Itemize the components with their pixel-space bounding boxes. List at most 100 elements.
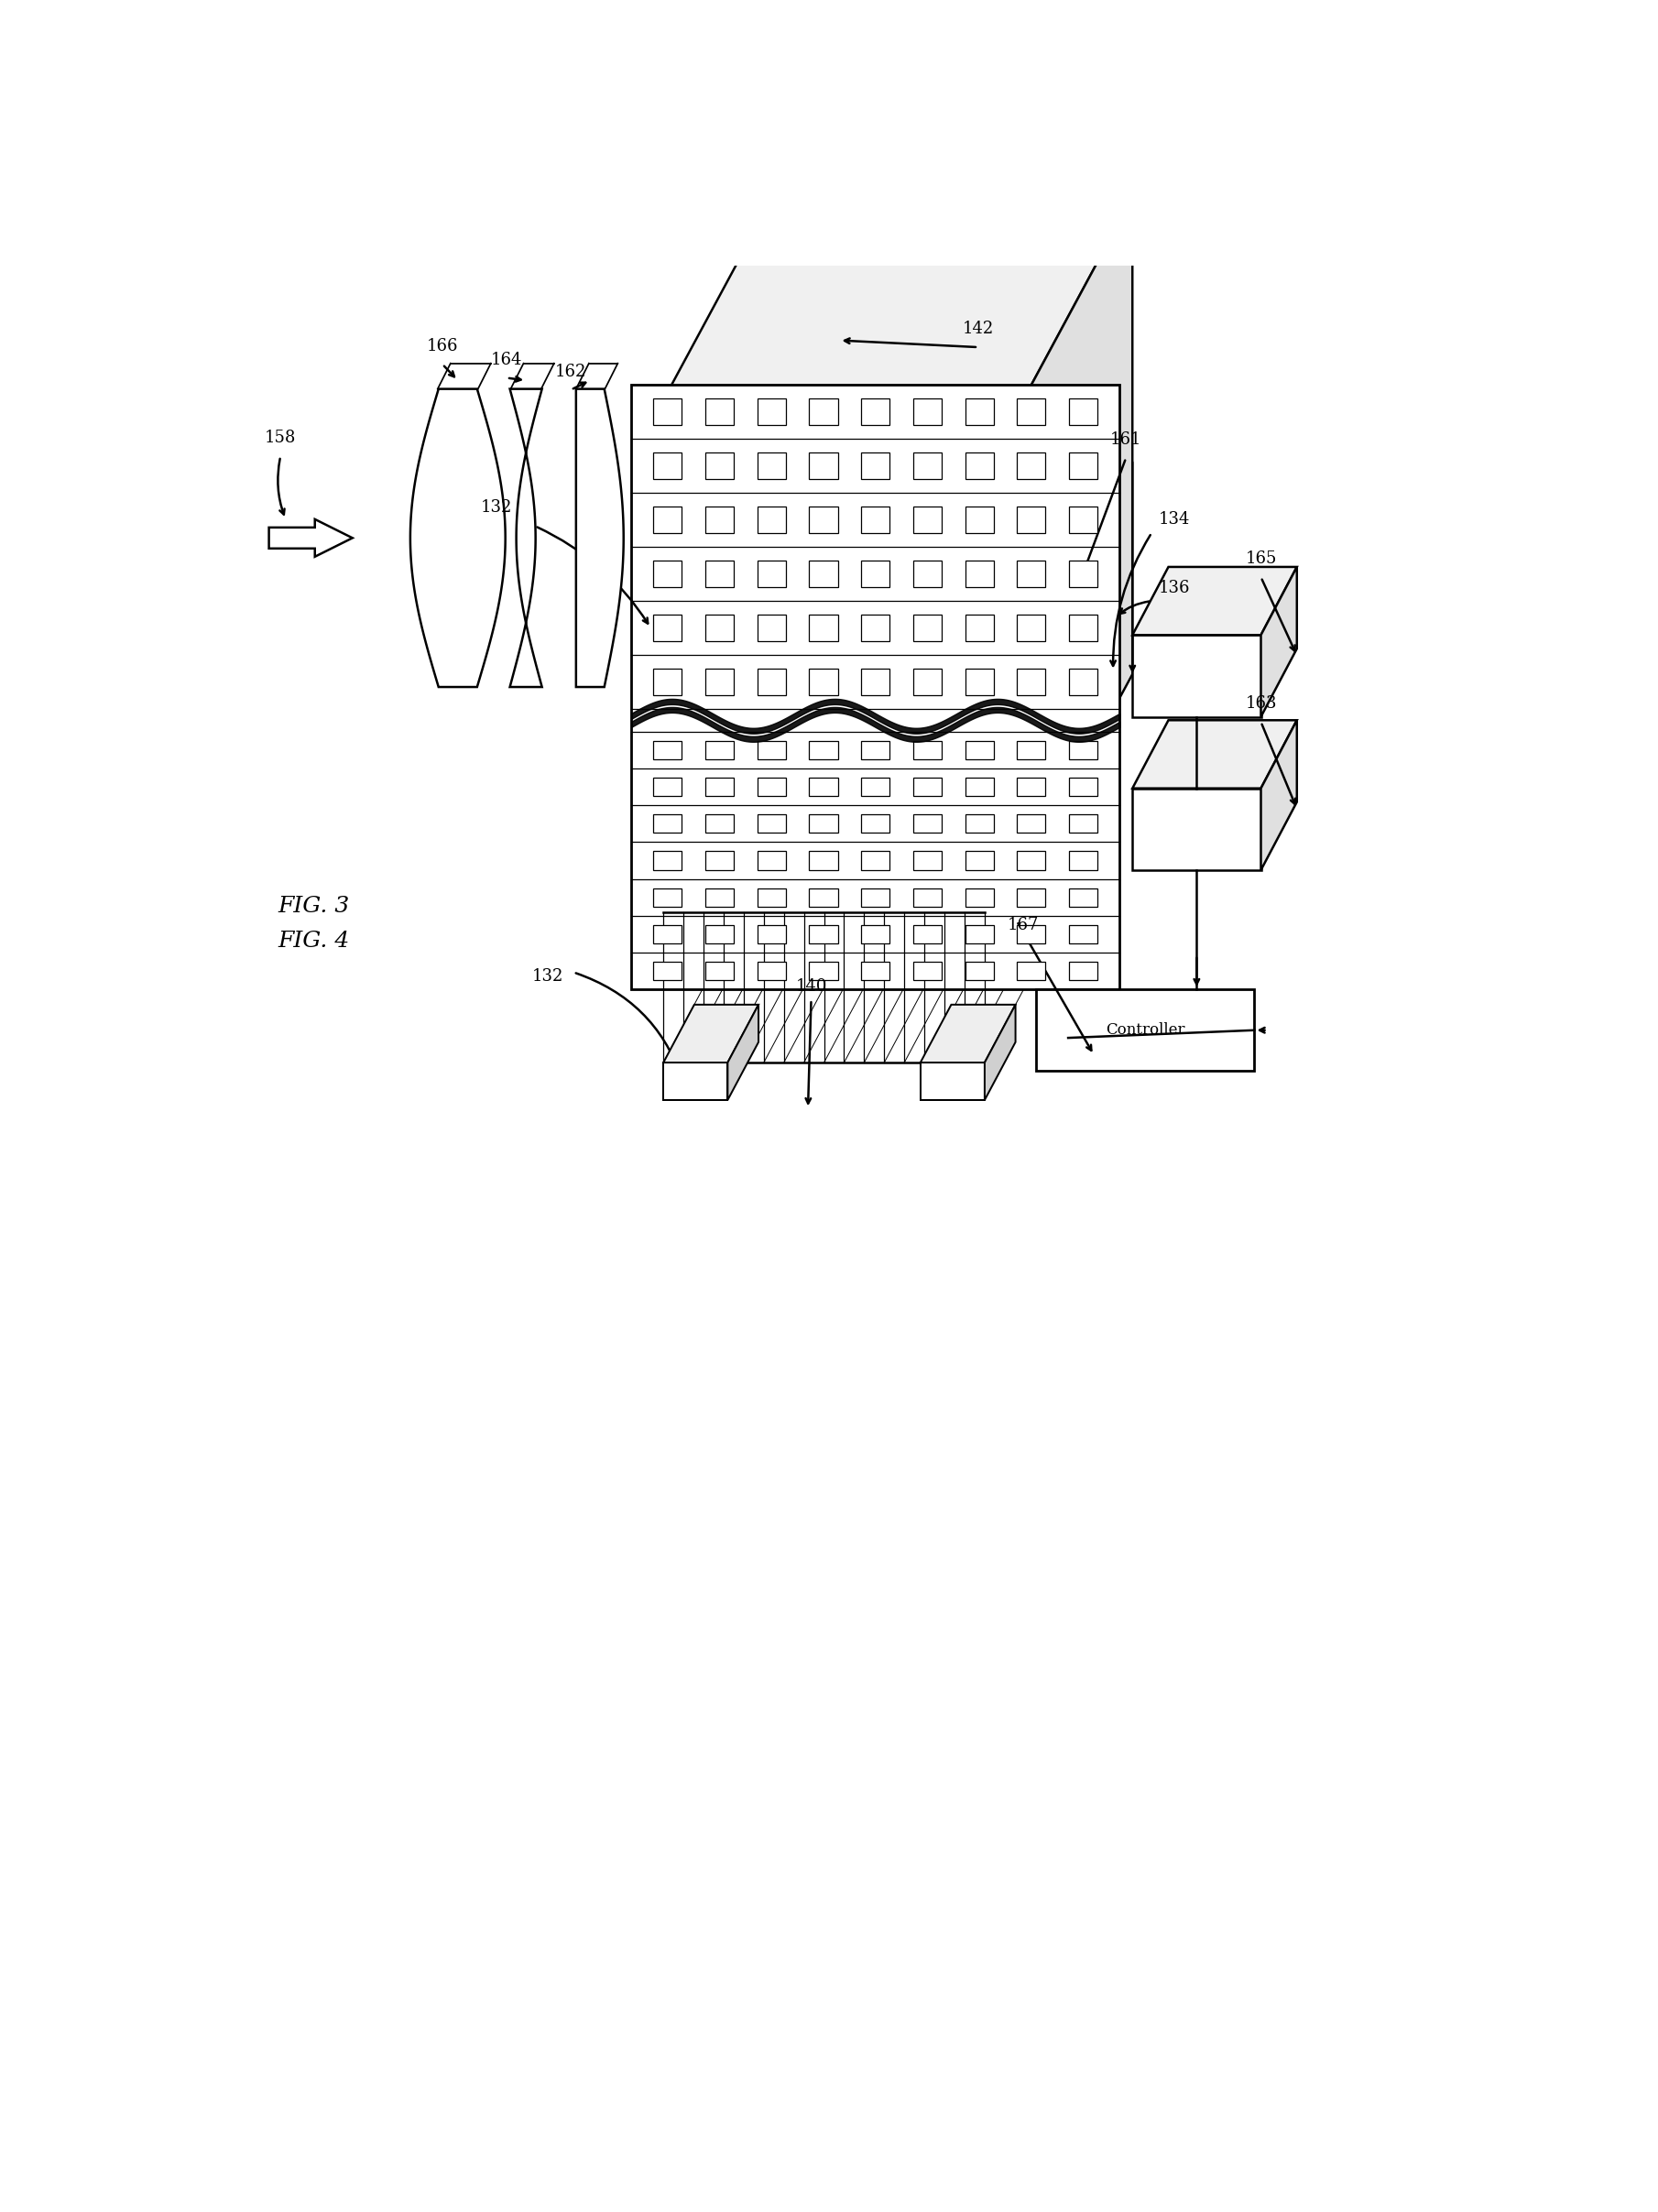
Polygon shape (861, 560, 890, 586)
Polygon shape (914, 741, 942, 759)
Polygon shape (269, 520, 353, 557)
Polygon shape (861, 814, 890, 834)
Polygon shape (861, 741, 890, 759)
Polygon shape (758, 962, 786, 980)
Polygon shape (1260, 566, 1297, 717)
Polygon shape (705, 398, 734, 425)
Polygon shape (914, 560, 942, 586)
Polygon shape (965, 925, 993, 942)
Polygon shape (861, 925, 890, 942)
Polygon shape (653, 398, 681, 425)
Polygon shape (1016, 398, 1046, 425)
Polygon shape (914, 925, 942, 942)
Polygon shape (809, 451, 837, 480)
Polygon shape (1069, 852, 1098, 869)
Polygon shape (965, 615, 993, 641)
Polygon shape (809, 560, 837, 586)
Polygon shape (511, 389, 542, 688)
Text: 134: 134 (1157, 511, 1189, 529)
Polygon shape (653, 507, 681, 533)
Polygon shape (914, 451, 942, 480)
Polygon shape (809, 814, 837, 834)
Polygon shape (705, 741, 734, 759)
Polygon shape (1016, 779, 1046, 796)
Polygon shape (758, 451, 786, 480)
Polygon shape (965, 398, 993, 425)
Polygon shape (663, 1004, 758, 1062)
Polygon shape (705, 668, 734, 695)
Polygon shape (1132, 566, 1297, 635)
Polygon shape (861, 507, 890, 533)
Text: 164: 164 (491, 352, 522, 367)
Polygon shape (1069, 507, 1098, 533)
Text: 140: 140 (796, 978, 827, 995)
Polygon shape (914, 668, 942, 695)
Polygon shape (965, 560, 993, 586)
Polygon shape (705, 779, 734, 796)
Polygon shape (965, 887, 993, 907)
Polygon shape (653, 560, 681, 586)
Polygon shape (809, 741, 837, 759)
Text: 158: 158 (265, 429, 297, 447)
Text: 132: 132 (481, 500, 512, 515)
Polygon shape (914, 814, 942, 834)
Polygon shape (861, 887, 890, 907)
Polygon shape (1069, 741, 1098, 759)
Polygon shape (861, 962, 890, 980)
Polygon shape (1016, 451, 1046, 480)
Polygon shape (758, 925, 786, 942)
Polygon shape (861, 779, 890, 796)
Polygon shape (861, 615, 890, 641)
Polygon shape (1132, 721, 1297, 787)
Polygon shape (965, 814, 993, 834)
Polygon shape (809, 962, 837, 980)
Polygon shape (1132, 787, 1260, 869)
Polygon shape (861, 668, 890, 695)
Polygon shape (920, 1004, 1015, 1062)
Polygon shape (965, 668, 993, 695)
Polygon shape (705, 887, 734, 907)
Polygon shape (965, 507, 993, 533)
Polygon shape (705, 451, 734, 480)
Polygon shape (1016, 925, 1046, 942)
Polygon shape (758, 887, 786, 907)
Polygon shape (1016, 814, 1046, 834)
Text: 136: 136 (1157, 580, 1190, 595)
Polygon shape (1016, 741, 1046, 759)
Polygon shape (914, 779, 942, 796)
Polygon shape (705, 962, 734, 980)
Polygon shape (653, 451, 681, 480)
Polygon shape (1069, 779, 1098, 796)
Polygon shape (914, 962, 942, 980)
Polygon shape (914, 398, 942, 425)
Polygon shape (1016, 668, 1046, 695)
Polygon shape (575, 389, 623, 688)
Polygon shape (653, 615, 681, 641)
Text: 166: 166 (426, 338, 458, 354)
Polygon shape (645, 197, 1132, 436)
Polygon shape (758, 507, 786, 533)
Polygon shape (758, 615, 786, 641)
Polygon shape (1069, 668, 1098, 695)
Polygon shape (1016, 560, 1046, 586)
Polygon shape (1069, 925, 1098, 942)
Polygon shape (1016, 615, 1046, 641)
Text: 165: 165 (1245, 551, 1277, 566)
Polygon shape (965, 741, 993, 759)
Polygon shape (1016, 852, 1046, 869)
Polygon shape (920, 1062, 985, 1099)
Text: Controller: Controller (1106, 1022, 1185, 1037)
Polygon shape (705, 852, 734, 869)
Polygon shape (653, 741, 681, 759)
Polygon shape (653, 925, 681, 942)
Polygon shape (965, 852, 993, 869)
Polygon shape (809, 615, 837, 641)
Polygon shape (705, 814, 734, 834)
Polygon shape (653, 887, 681, 907)
Polygon shape (653, 814, 681, 834)
Polygon shape (985, 1004, 1015, 1099)
Polygon shape (809, 507, 837, 533)
Polygon shape (410, 389, 506, 688)
Polygon shape (705, 925, 734, 942)
Polygon shape (914, 615, 942, 641)
